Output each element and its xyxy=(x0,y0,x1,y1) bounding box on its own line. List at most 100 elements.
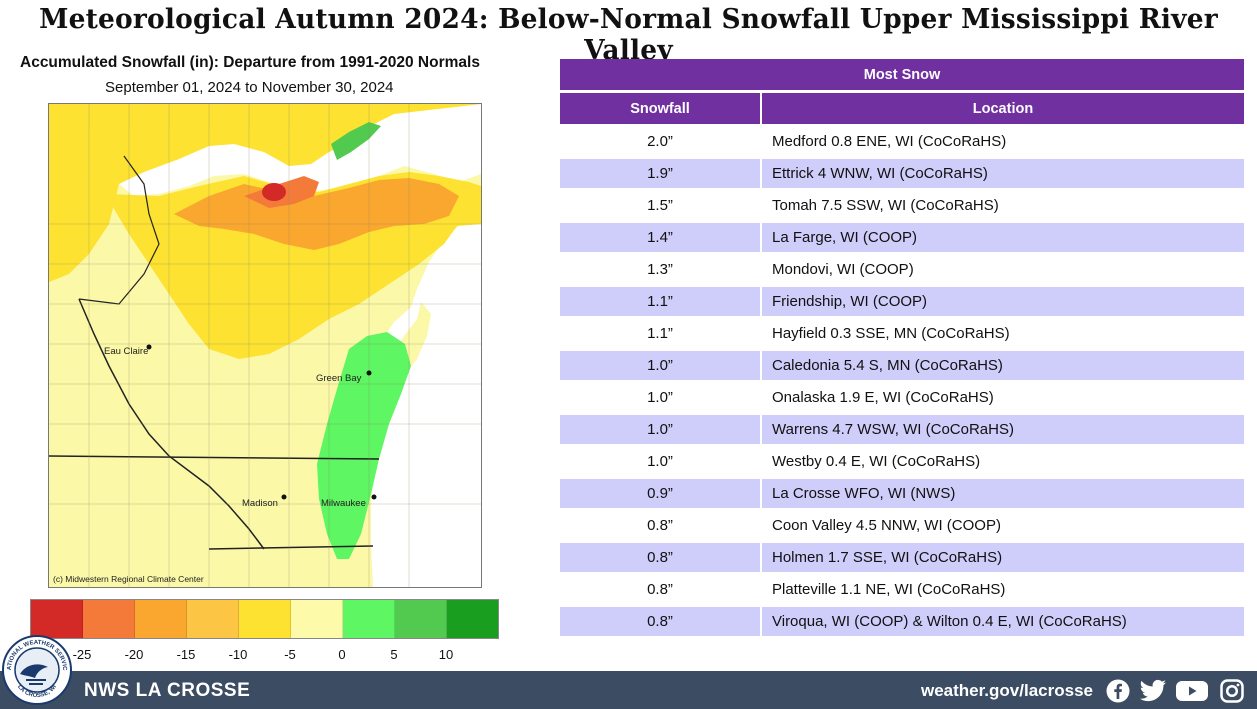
table-row: 1.1” Hayfield 0.3 SSE, MN (CoCoRaHS) xyxy=(560,319,1244,348)
table-row: 1.0” Onalaska 1.9 E, WI (CoCoRaHS) xyxy=(560,383,1244,412)
map-subtitle: September 01, 2024 to November 30, 2024 xyxy=(105,79,394,96)
eau-claire-dot xyxy=(146,344,152,350)
table-row: 0.8” Holmen 1.7 SSE, WI (CoCoRaHS) xyxy=(560,543,1244,572)
footer-brand: NWS LA CROSSE xyxy=(84,680,251,701)
snowfall-amount-cell: 2.0” xyxy=(647,133,673,150)
table-body: 2.0” Medford 0.8 ENE, WI (CoCoRaHS) 1.9” Et… xyxy=(560,127,1244,636)
color-legend xyxy=(30,599,499,639)
mississippi-river-border xyxy=(78,298,265,550)
table-row: 2.0” Medford 0.8 ENE, WI (CoCoRaHS) xyxy=(560,127,1244,156)
map-title: Accumulated Snowfall (in): Departure fro… xyxy=(20,54,480,71)
county-lines xyxy=(49,104,481,587)
table-row: 1.0” Warrens 4.7 WSW, WI (CoCoRaHS) xyxy=(560,415,1244,444)
youtube-icon[interactable] xyxy=(1175,679,1209,703)
legend-swatch xyxy=(343,600,395,638)
legend-tick: -10 xyxy=(228,647,248,662)
legend-swatch xyxy=(395,600,447,638)
legend-swatch xyxy=(135,600,187,638)
wi-il-border xyxy=(49,455,380,460)
footer-bar: NWS LA CROSSE weather.gov/lacrosse xyxy=(0,671,1257,709)
legend-swatch xyxy=(239,600,291,638)
snowfall-amount-cell: 1.0” xyxy=(647,389,673,406)
location-cell: Warrens 4.7 WSW, WI (CoCoRaHS) xyxy=(760,415,1244,444)
table-row: 0.8” Coon Valley 4.5 NNW, WI (COOP) xyxy=(560,511,1244,540)
keweenaw-green xyxy=(331,122,381,160)
lake-michigan xyxy=(371,222,481,587)
snowfall-amount-cell: 0.8” xyxy=(647,517,673,534)
table-banner: Most Snow xyxy=(560,59,1244,90)
snowfall-amount-cell: 1.1” xyxy=(647,325,673,342)
snowfall-amount-cell: 0.9” xyxy=(560,479,760,508)
location-cell: Hayfield 0.3 SSE, MN (CoCoRaHS) xyxy=(760,319,1244,348)
legend-swatch xyxy=(31,600,83,638)
eastern-green-area xyxy=(317,332,411,559)
table-row: 0.9” La Crosse WFO, WI (NWS) xyxy=(560,479,1244,508)
table-row: 1.5” Tomah 7.5 SSW, WI (CoCoRaHS) xyxy=(560,191,1244,220)
legend-tick: -20 xyxy=(124,647,144,662)
location-cell: La Farge, WI (COOP) xyxy=(760,223,1244,252)
table-row: 1.3” Mondovi, WI (COOP) xyxy=(560,255,1244,284)
location-cell: Ettrick 4 WNW, WI (CoCoRaHS) xyxy=(760,159,1244,188)
map-copyright: (c) Midwestern Regional Climate Center xyxy=(53,574,204,584)
map-graphic xyxy=(49,104,481,587)
snowfall-amount-cell: 0.8” xyxy=(647,581,673,598)
table-row: 1.0” Caledonia 5.4 S, MN (CoCoRaHS) xyxy=(560,351,1244,380)
snowfall-amount-cell: 1.5” xyxy=(647,197,673,214)
snowfall-amount-cell: 1.1” xyxy=(560,287,760,316)
headline: Meteorological Autumn 2024: Below-Normal… xyxy=(39,4,1218,66)
city-label-milwaukee: Milwaukee xyxy=(321,498,366,509)
west-gold-area xyxy=(49,124,119,282)
largest-deficit-area xyxy=(262,183,286,201)
snowfall-amount-cell: 0.8” xyxy=(560,607,760,636)
table-row: 0.8” Platteville 1.1 NE, WI (CoCoRaHS) xyxy=(560,575,1244,604)
legend-swatch xyxy=(447,600,498,638)
table-row: 1.1” Friendship, WI (COOP) xyxy=(560,287,1244,316)
legend-tick: -5 xyxy=(284,647,296,662)
legend-tick: 10 xyxy=(438,647,454,662)
column-header-location: Location xyxy=(760,93,1244,124)
madison-dot xyxy=(281,494,287,500)
location-cell: Platteville 1.1 NE, WI (CoCoRaHS) xyxy=(760,575,1244,604)
location-cell: Viroqua, WI (COOP) & Wilton 0.4 E, WI (C… xyxy=(760,607,1244,636)
location-cell: Onalaska 1.9 E, WI (CoCoRaHS) xyxy=(760,383,1244,412)
lake-superior xyxy=(119,104,481,196)
il-border-south xyxy=(208,545,374,550)
twitter-icon[interactable] xyxy=(1139,679,1167,703)
location-cell: Friendship, WI (COOP) xyxy=(760,287,1244,316)
table-row: 1.4” La Farge, WI (COOP) xyxy=(560,223,1244,252)
legend-swatch xyxy=(83,600,135,638)
snowfall-amount-cell: 1.3” xyxy=(647,261,673,278)
legend-tick: -15 xyxy=(176,647,196,662)
instagram-icon[interactable] xyxy=(1220,679,1244,703)
legend-tick: -25 xyxy=(72,647,92,662)
legend-swatch xyxy=(291,600,343,638)
city-label-madison: Madison xyxy=(242,498,278,509)
snowfall-amount-cell: 1.0” xyxy=(647,453,673,470)
snowfall-amount-cell: 0.8” xyxy=(560,543,760,572)
facebook-icon[interactable] xyxy=(1106,679,1130,703)
green-bay-dot xyxy=(366,370,372,376)
snowfall-amount-cell: 1.0” xyxy=(560,415,760,444)
legend-swatch xyxy=(187,600,239,638)
snowfall-amount-cell: 1.4” xyxy=(560,223,760,252)
snowfall-departure-map: Eau Claire Green Bay Madison Milwaukee (… xyxy=(48,103,482,588)
location-cell: Caledonia 5.4 S, MN (CoCoRaHS) xyxy=(760,351,1244,380)
legend-tick: 5 xyxy=(390,647,398,662)
location-cell: La Crosse WFO, WI (NWS) xyxy=(760,479,1244,508)
legend-tick: 0 xyxy=(338,647,346,662)
city-label-green-bay: Green Bay xyxy=(316,373,362,384)
city-label-eau-claire: Eau Claire xyxy=(104,346,149,357)
location-cell: Mondovi, WI (COOP) xyxy=(760,255,1244,284)
location-cell: Coon Valley 4.5 NNW, WI (COOP) xyxy=(760,511,1244,540)
nws-logo: NATIONAL WEATHER SERVICE LA CROSSE, WI xyxy=(2,634,72,705)
location-cell: Medford 0.8 ENE, WI (CoCoRaHS) xyxy=(760,127,1244,156)
table-row: 1.0” Westby 0.4 E, WI (CoCoRaHS) xyxy=(560,447,1244,476)
location-cell: Holmen 1.7 SSE, WI (CoCoRaHS) xyxy=(760,543,1244,572)
footer-website-link[interactable]: weather.gov/lacrosse xyxy=(921,681,1093,700)
column-header-snowfall: Snowfall xyxy=(560,93,760,124)
milwaukee-dot xyxy=(371,494,377,500)
snowfall-amount-cell: 1.0” xyxy=(560,351,760,380)
location-cell: Tomah 7.5 SSW, WI (CoCoRaHS) xyxy=(760,191,1244,220)
table-row: 0.8” Viroqua, WI (COOP) & Wilton 0.4 E, W… xyxy=(560,607,1244,636)
most-snow-table: Most Snow Snowfall Location 2.0” Medford … xyxy=(560,56,1244,639)
